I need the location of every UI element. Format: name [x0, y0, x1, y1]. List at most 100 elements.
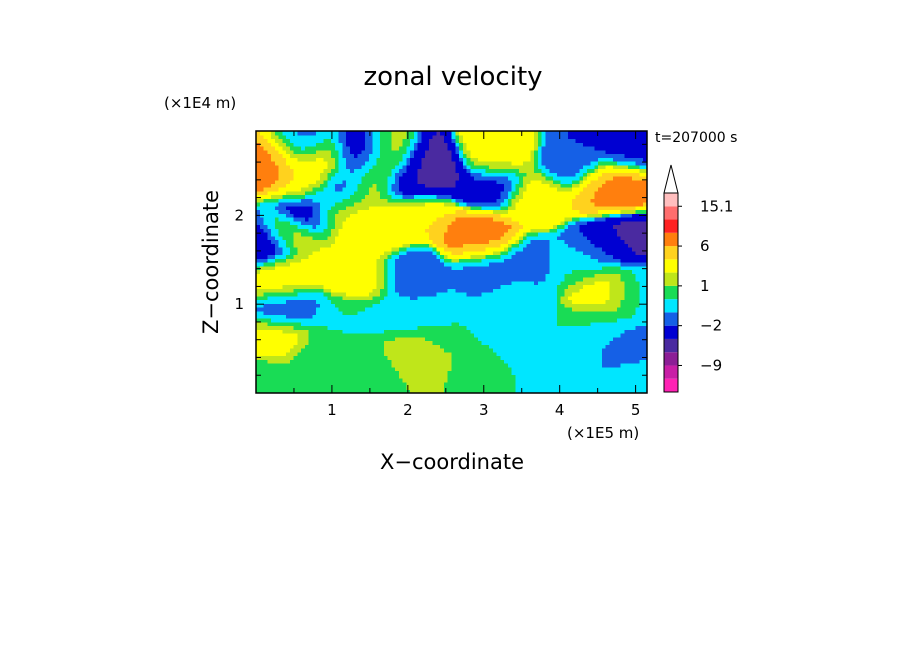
- field-cell: [289, 299, 295, 304]
- field-cell: [425, 333, 430, 338]
- field-cell: [271, 348, 276, 353]
- field-cell: [391, 303, 396, 308]
- field-cell: [376, 295, 381, 301]
- field-cell: [605, 269, 610, 274]
- field-cell: [447, 262, 453, 267]
- field-cell: [417, 288, 423, 293]
- field-cell: [534, 247, 539, 252]
- field-cell: [526, 385, 532, 390]
- field-cell: [342, 295, 347, 301]
- field-cell: [628, 224, 633, 229]
- field-cell: [492, 295, 498, 301]
- field-cell: [402, 217, 407, 222]
- field-cell: [451, 273, 456, 278]
- field-cell: [372, 381, 377, 387]
- field-cell: [590, 295, 595, 301]
- field-cell: [492, 284, 498, 289]
- field-cell: [413, 265, 419, 271]
- field-cell: [289, 295, 295, 301]
- field-cell: [605, 351, 610, 357]
- field-cell: [387, 306, 392, 312]
- field-cell: [259, 370, 265, 375]
- field-cell: [485, 351, 490, 357]
- field-cell: [402, 291, 407, 297]
- field-cell: [534, 363, 539, 368]
- field-cell: [406, 247, 411, 252]
- field-cell: [586, 325, 592, 330]
- field-cell: [519, 374, 524, 379]
- field-cell: [327, 291, 332, 297]
- field-cell: [391, 273, 396, 278]
- field-cell: [530, 344, 535, 349]
- field-cell: [312, 303, 317, 308]
- field-cell: [631, 340, 637, 345]
- field-cell: [571, 265, 577, 271]
- field-cell: [383, 269, 389, 274]
- field-cell: [530, 385, 535, 390]
- field-cell: [331, 254, 336, 259]
- field-cell: [613, 276, 618, 282]
- field-cell: [447, 303, 453, 308]
- field-cell: [436, 243, 441, 248]
- field-cell: [553, 258, 558, 263]
- field-cell: [319, 340, 325, 345]
- field-cell: [267, 329, 272, 334]
- field-cell: [440, 247, 445, 252]
- field-cell: [417, 213, 423, 218]
- field-cell: [549, 224, 554, 229]
- field-cell: [263, 363, 268, 368]
- field-cell: [301, 374, 306, 379]
- field-cell: [466, 235, 471, 241]
- field-cell: [282, 333, 287, 338]
- field-cell: [631, 333, 637, 338]
- field-cell: [511, 243, 517, 248]
- field-cell: [368, 258, 374, 263]
- field-cell: [323, 306, 329, 312]
- field-cell: [361, 385, 366, 390]
- field-cell: [474, 385, 479, 390]
- field-cell: [387, 213, 392, 218]
- field-cell: [331, 243, 336, 248]
- field-cell: [553, 314, 558, 319]
- field-cell: [537, 389, 543, 394]
- field-cell: [560, 314, 565, 319]
- field-cell: [440, 295, 445, 301]
- field-cell: [481, 340, 486, 345]
- field-cell: [590, 273, 595, 278]
- field-cell: [331, 381, 336, 387]
- field-cell: [286, 333, 291, 338]
- field-cell: [586, 288, 592, 293]
- field-cell: [575, 374, 580, 379]
- field-cell: [327, 273, 332, 278]
- field-cell: [417, 355, 423, 360]
- field-cell: [256, 273, 261, 278]
- field-cell: [530, 318, 535, 323]
- field-cell: [474, 344, 479, 349]
- field-cell: [376, 378, 381, 383]
- field-cell: [338, 239, 344, 244]
- field-cell: [297, 381, 302, 387]
- field-cell: [635, 329, 641, 334]
- field-cell: [590, 321, 595, 327]
- field-cell: [331, 351, 336, 357]
- field-cell: [609, 280, 614, 286]
- field-cell: [402, 321, 407, 327]
- field-cell: [368, 325, 374, 330]
- field-cell: [639, 265, 644, 271]
- field-cell: [571, 284, 577, 289]
- field-cell: [522, 243, 528, 248]
- field-cell: [537, 325, 543, 330]
- field-cell: [425, 299, 430, 304]
- field-cell: [391, 381, 396, 387]
- field-cell: [342, 299, 347, 304]
- field-cell: [331, 224, 336, 229]
- field-cell: [316, 280, 321, 286]
- field-cell: [519, 318, 524, 323]
- field-cell: [643, 310, 648, 315]
- field-cell: [428, 280, 434, 286]
- field-cell: [635, 235, 641, 241]
- field-cell: [440, 310, 445, 315]
- field-cell: [334, 220, 340, 226]
- field-cell: [259, 314, 265, 319]
- field-cell: [590, 366, 595, 372]
